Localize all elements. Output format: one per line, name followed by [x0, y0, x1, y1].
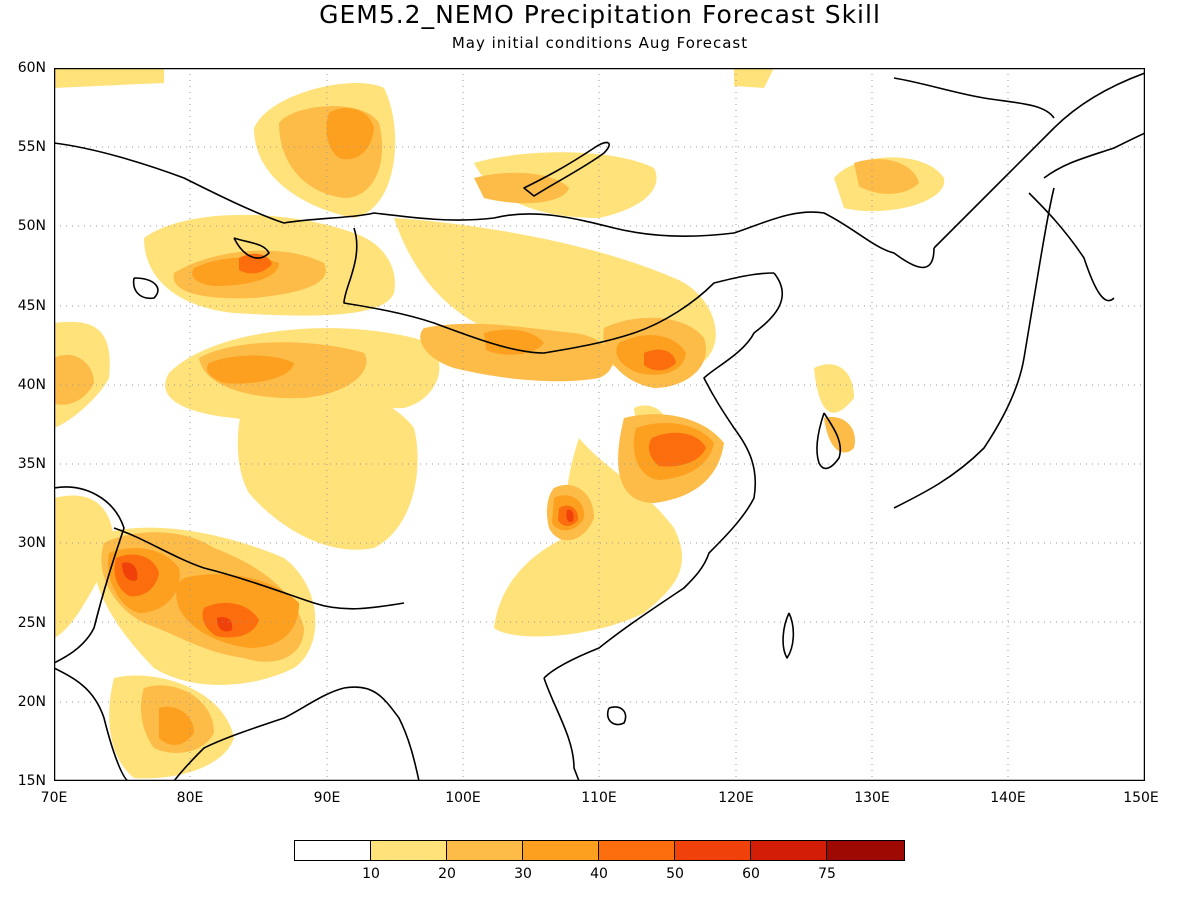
lat-label-55n: 55N — [17, 139, 46, 155]
gridlines — [54, 68, 1145, 781]
colorbar-swatch-4 — [598, 840, 675, 861]
lon-label-100e: 100E — [445, 790, 481, 806]
lon-label-90e: 90E — [313, 790, 341, 806]
colorbar-label-10: 10 — [362, 866, 380, 882]
colorbar-label-50: 50 — [666, 866, 684, 882]
lat-label-45n: 45N — [17, 298, 46, 314]
lon-label-110e: 110E — [581, 790, 617, 806]
colorbar-swatch-1 — [370, 840, 447, 861]
map-panel — [54, 68, 1145, 781]
colorbar-label-40: 40 — [590, 866, 608, 882]
lat-label-40n: 40N — [17, 377, 46, 393]
colorbar-swatch-7 — [826, 840, 905, 861]
lat-label-30n: 30N — [17, 535, 46, 551]
colorbar-label-30: 30 — [514, 866, 532, 882]
lat-label-25n: 25N — [17, 615, 46, 631]
colorbar-label-20: 20 — [438, 866, 456, 882]
lon-label-70e: 70E — [40, 790, 68, 806]
lon-label-130e: 130E — [854, 790, 890, 806]
lat-label-60n: 60N — [17, 60, 46, 76]
lon-label-150e: 150E — [1123, 790, 1159, 806]
colorbar-label-60: 60 — [742, 866, 760, 882]
colorbar-swatch-2 — [446, 840, 523, 861]
contour-level-50 — [122, 509, 574, 632]
coastlines — [54, 72, 1145, 781]
lat-label-15n: 15N — [17, 773, 46, 789]
chart-title: GEM5.2_NEMO Precipitation Forecast Skill — [319, 0, 881, 29]
lat-label-50n: 50N — [17, 218, 46, 234]
colorbar-swatch-0 — [294, 840, 371, 861]
lat-label-35n: 35N — [17, 456, 46, 472]
colorbar-swatch-5 — [674, 840, 751, 861]
lon-label-120e: 120E — [718, 790, 754, 806]
colorbar-swatch-6 — [750, 840, 827, 861]
lon-label-80e: 80E — [176, 790, 204, 806]
chart-subtitle: May initial conditions Aug Forecast — [451, 34, 749, 52]
lat-label-20n: 20N — [17, 694, 46, 710]
colorbar-swatch-3 — [522, 840, 599, 861]
colorbar-label-75: 75 — [818, 866, 836, 882]
lon-label-140e: 140E — [990, 790, 1026, 806]
